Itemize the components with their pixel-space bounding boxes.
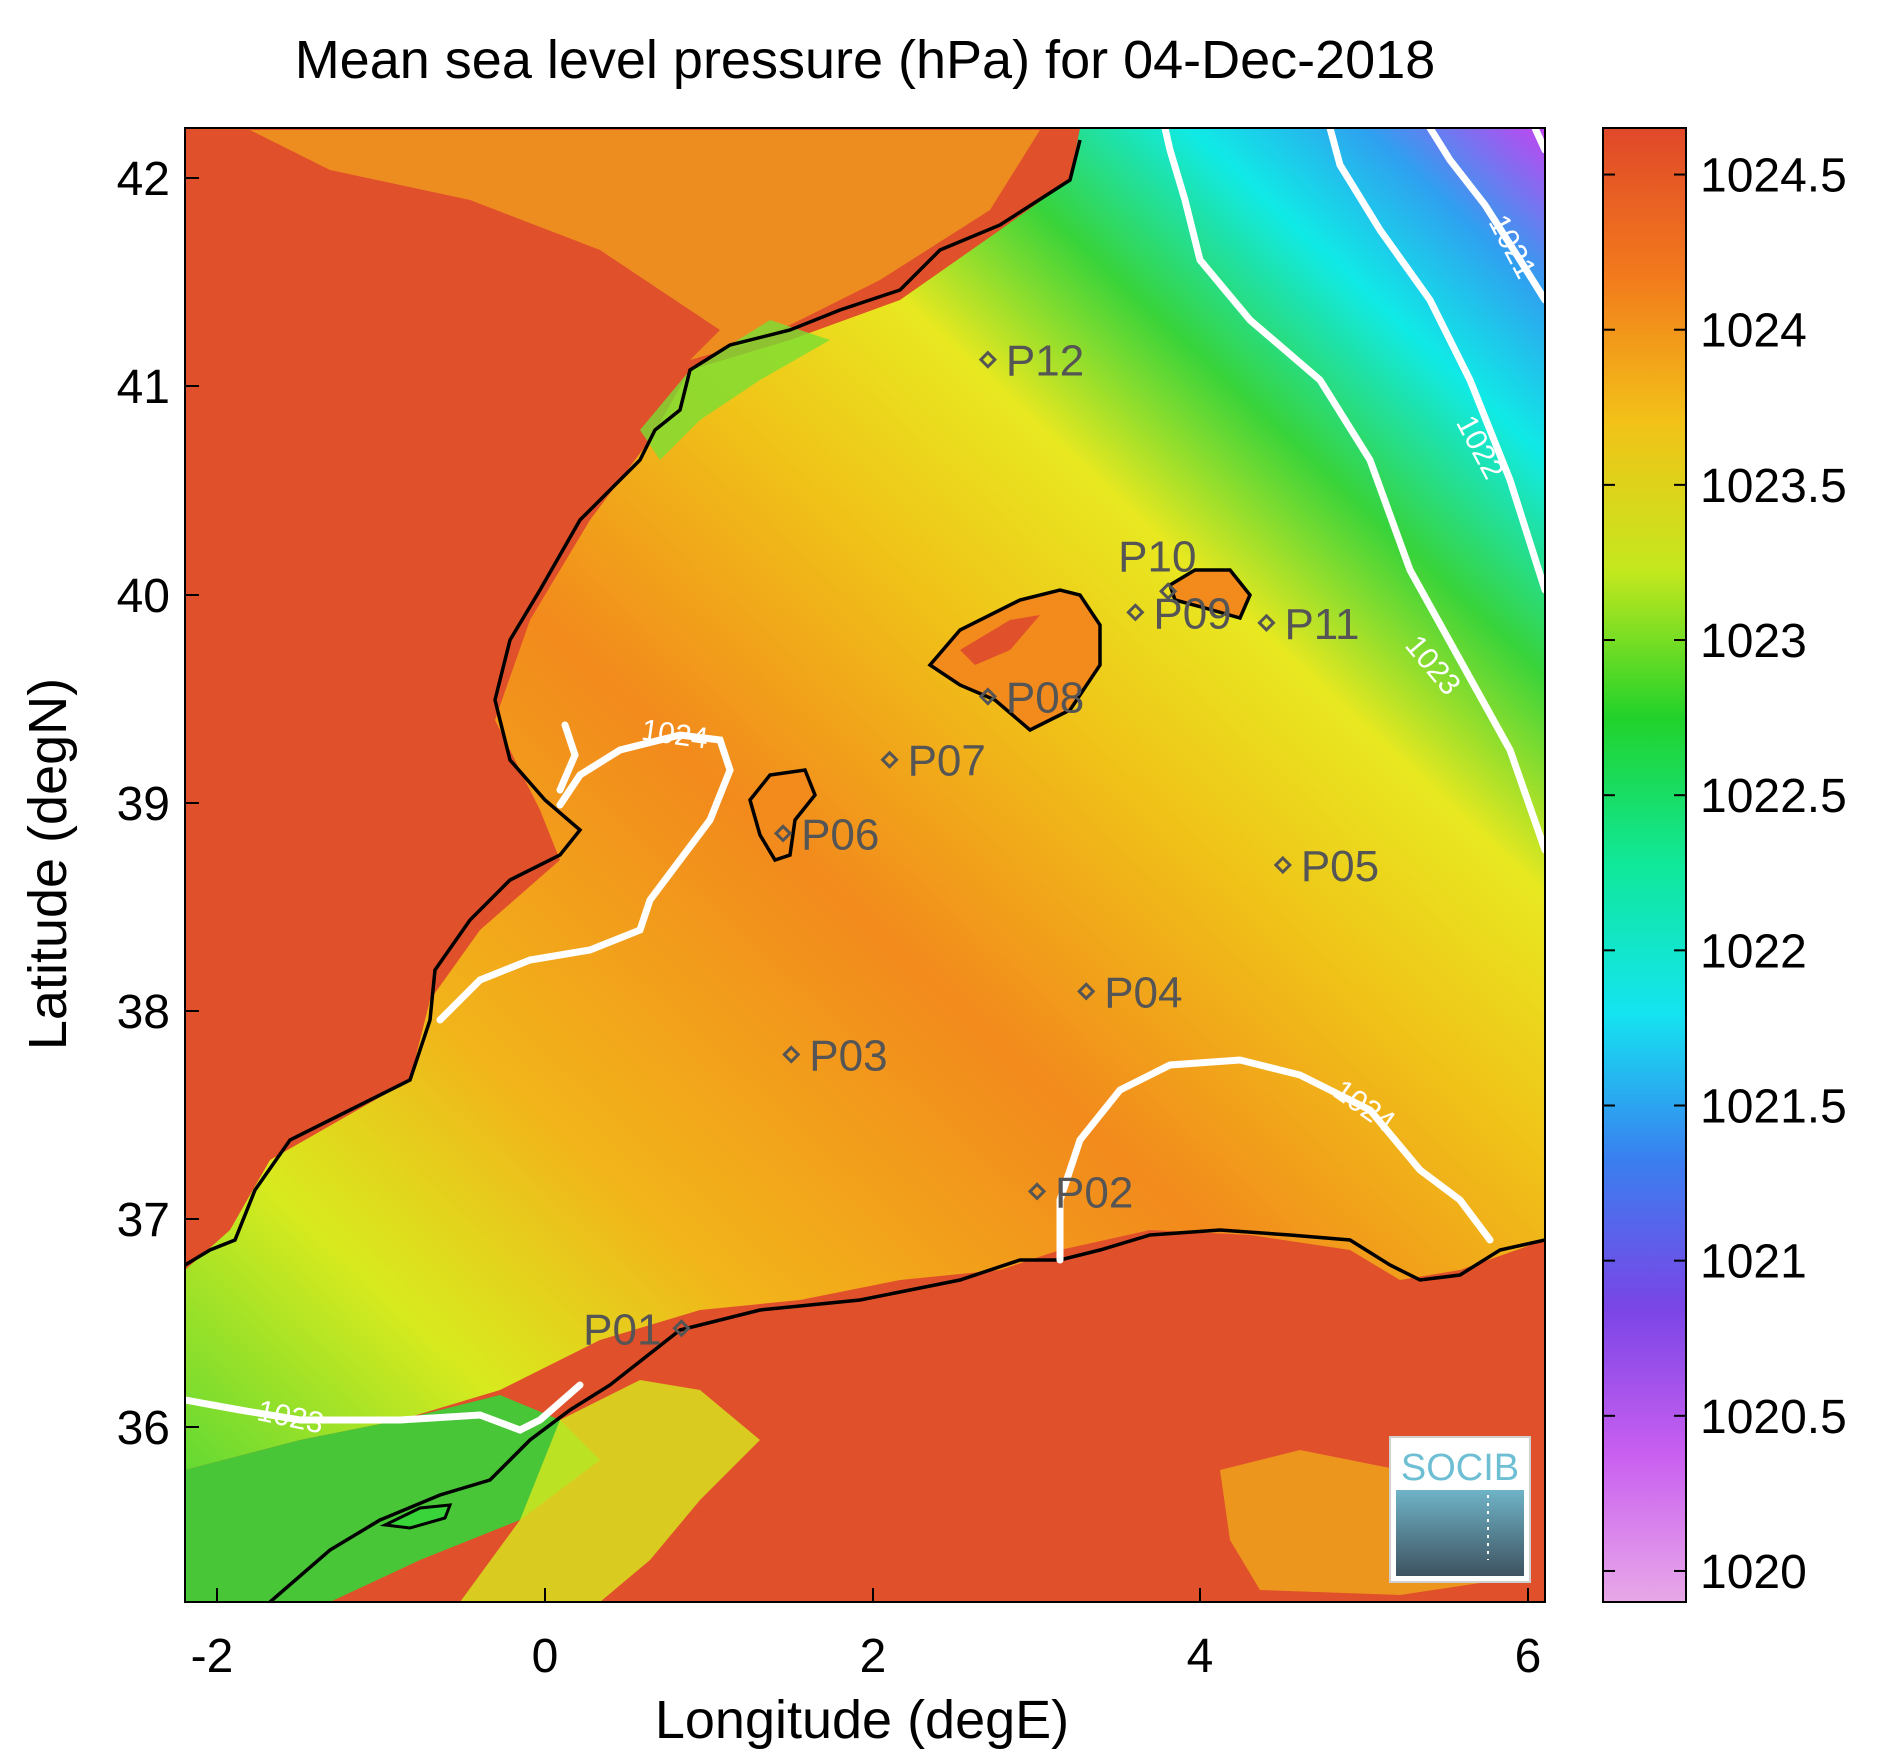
station-label: P12 bbox=[1006, 337, 1084, 386]
y-tick-label: 40 bbox=[117, 570, 170, 623]
colorbar-tick-label: 1022.5 bbox=[1700, 770, 1847, 823]
ibiza-land bbox=[750, 770, 815, 860]
station-label: P05 bbox=[1301, 842, 1379, 891]
colorbar: 1020 1020.5 1021 1021.5 1022 1022.5 1023 1023.5… bbox=[1602, 127, 1847, 1603]
colorbar-tick-label: 1023.5 bbox=[1700, 460, 1847, 513]
station-label: P06 bbox=[801, 810, 879, 859]
station-label: P04 bbox=[1104, 968, 1182, 1017]
station-label: P03 bbox=[809, 1032, 887, 1081]
socib-logo: SOCIB bbox=[1389, 1436, 1531, 1583]
station-label: P02 bbox=[1055, 1168, 1133, 1217]
menorca-land bbox=[1170, 570, 1250, 618]
colorbar-tick-label: 1021.5 bbox=[1700, 1080, 1847, 1133]
y-tick-label: 36 bbox=[117, 1402, 170, 1455]
station-label: P11 bbox=[1284, 600, 1359, 649]
iberia-land bbox=[185, 128, 1080, 1270]
x-tick-label: 2 bbox=[860, 1630, 887, 1683]
station-marker bbox=[1273, 855, 1292, 875]
colorbar-tick-label: 1020 bbox=[1700, 1546, 1807, 1599]
y-axis-label: Latitude (degN) bbox=[18, 678, 78, 1050]
x-tick-label: -2 bbox=[191, 1630, 234, 1683]
station-marker bbox=[1027, 1182, 1047, 1201]
logo-text: SOCIB bbox=[1401, 1447, 1519, 1489]
x-axis-label: Longitude (degE) bbox=[655, 1690, 1069, 1750]
station-marker bbox=[880, 750, 899, 769]
colorbar-tick-label: 1023 bbox=[1700, 615, 1807, 668]
x-tick-label: 6 bbox=[1515, 1630, 1542, 1683]
station-label: P07 bbox=[908, 737, 986, 786]
coastline-iberia bbox=[185, 139, 1082, 1267]
plot-frame bbox=[184, 127, 1546, 1603]
station-label: P10 bbox=[1118, 532, 1196, 581]
station-marker bbox=[1077, 982, 1096, 1001]
y-tick-label: 39 bbox=[117, 778, 170, 831]
station-label: P08 bbox=[1006, 674, 1084, 723]
station-marker bbox=[1126, 603, 1145, 622]
coastline-africa bbox=[268, 1228, 1545, 1602]
station-marker bbox=[782, 1045, 801, 1064]
colorbar-tick-label: 1024.5 bbox=[1700, 150, 1847, 203]
x-axis: -2 0 2 4 6 Longitude (degE) bbox=[191, 1588, 1542, 1750]
y-tick-label: 42 bbox=[117, 153, 170, 206]
map-title: Mean sea level pressure (hPa) for 04-Dec… bbox=[295, 30, 1436, 90]
station-marker bbox=[1159, 582, 1178, 601]
station-marker bbox=[978, 687, 998, 706]
station-marker bbox=[672, 1319, 691, 1338]
y-tick-label: 37 bbox=[117, 1194, 170, 1247]
y-tick-label: 41 bbox=[117, 361, 170, 414]
colorbar-tick-label: 1022 bbox=[1700, 925, 1807, 978]
station-marker bbox=[1257, 613, 1276, 632]
x-tick-label: 0 bbox=[532, 1630, 559, 1683]
colorbar-tick-label: 1024 bbox=[1700, 305, 1807, 358]
isobars bbox=[185, 128, 1545, 1434]
station-label: P01 bbox=[583, 1305, 661, 1354]
pressure-field bbox=[185, 128, 1545, 1602]
x-tick-label: 4 bbox=[1187, 1630, 1214, 1683]
colorbar-tick-label: 1021 bbox=[1700, 1236, 1807, 1289]
colorbar-tick-label: 1020.5 bbox=[1700, 1391, 1847, 1444]
station-marker bbox=[978, 350, 998, 369]
y-axis: 36 37 38 39 40 41 42 Latitude (degN) bbox=[18, 153, 199, 1455]
y-tick-label: 38 bbox=[117, 986, 170, 1039]
station-marker bbox=[773, 824, 793, 843]
